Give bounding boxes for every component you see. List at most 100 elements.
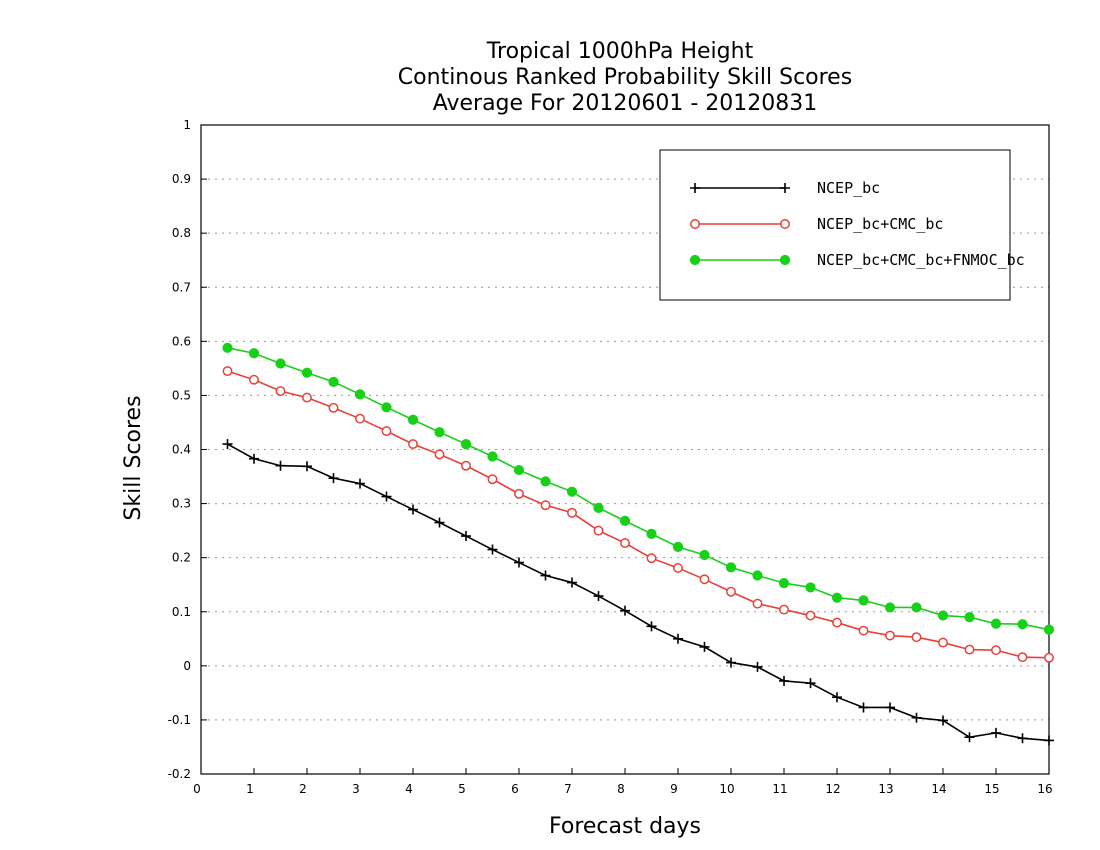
legend-marker [780,219,790,229]
data-point [937,610,949,621]
data-point [566,486,578,497]
data-point [487,451,498,462]
data-point [858,702,869,713]
data-point [1043,624,1055,635]
x-tick-label: 11 [772,782,787,796]
chart-title: Tropical 1000hPa Height Continous Ranked… [398,39,852,116]
data-point [354,389,366,400]
data-point [991,645,1001,656]
x-tick-label: 8 [617,782,625,796]
x-tick-label: 4 [405,782,413,796]
data-point [779,604,789,615]
x-tick-label: 16 [1037,782,1052,796]
data-point [699,641,710,652]
data-point [620,538,630,549]
data-point [832,617,842,628]
x-tick-label: 6 [511,782,519,796]
data-point [646,621,657,632]
data-point [381,426,392,437]
y-axis-label: Skill Scores [121,395,146,520]
y-tick-label: 0.4 [172,443,191,457]
y-tick-label: 0 [183,659,191,673]
data-point [514,488,524,499]
data-point [726,586,736,597]
data-point [593,502,604,514]
data-point [858,625,869,636]
data-point [885,702,895,713]
legend-marker [779,254,791,266]
x-tick-label: 3 [352,782,360,796]
legend-marker [690,183,700,193]
x-tick-label: 1 [246,782,254,796]
data-point [752,570,763,581]
data-point [461,531,471,542]
data-point [1017,733,1028,744]
legend-label: NCEP_bc+CMC_bc+FNMOC_bc [817,251,1025,269]
data-point [593,591,604,602]
data-point [222,366,233,377]
data-point [275,358,286,369]
data-point [884,602,896,613]
x-tick-label: 0 [193,782,201,796]
data-point [248,348,260,359]
data-point [328,402,339,413]
x-axis: 0 1 2 3 4 5 6 7 8 9 10 11 12 13 14 15 16 [193,768,1053,796]
legend-marker [780,183,790,193]
data-point [699,574,710,585]
data-point [407,414,419,425]
data-point [355,413,365,424]
x-tick-label: 12 [825,782,840,796]
data-point [328,376,339,387]
data-point [990,618,1002,629]
data-point [831,592,843,603]
legend-marker [690,219,700,229]
data-point [752,661,763,672]
legend-marker [689,254,701,266]
data-point [673,633,683,644]
series-line [227,347,1050,631]
data-point [964,732,975,743]
x-tick-label: 10 [719,782,734,796]
data-point [328,473,339,484]
data-point [513,464,525,476]
y-tick-label: 0.7 [172,280,191,294]
y-tick-label: 0.3 [172,497,191,511]
data-point [222,342,233,353]
x-tick-label: 9 [670,782,678,796]
y-tick-label: -0.2 [168,767,191,781]
data-point [275,460,286,471]
data-point [540,500,551,511]
data-point [302,392,312,403]
data-point [991,727,1001,738]
data-point [593,525,604,536]
data-point [646,553,657,564]
data-point [673,562,683,573]
series-group [222,342,1055,746]
data-point [726,657,736,668]
y-tick-label: 0.6 [172,334,191,348]
data-point [1017,652,1028,663]
data-point [381,402,392,413]
data-point [725,562,737,573]
grid [201,178,1049,721]
data-point [460,438,472,450]
legend-item: NCEP_bc+CMC_bc+FNMOC_bc [689,251,1025,269]
data-point [301,367,313,378]
title-line-2: Continous Ranked Probability Skill Score… [398,65,852,90]
data-point [434,449,445,460]
data-point [911,602,922,613]
y-tick-label: 1 [183,118,191,132]
title-line-3: Average For 20120601 - 20120831 [433,91,818,116]
x-tick-label: 2 [299,782,307,796]
data-point [249,374,259,385]
series-line [227,443,1050,742]
data-point [540,476,551,487]
x-tick-label: 7 [564,782,572,796]
data-point [567,577,577,588]
data-point [355,478,365,489]
legend-box [659,149,1011,301]
data-point [381,491,392,502]
title-line-1: Tropical 1000hPa Height [486,39,754,64]
legend: NCEP_bc NCEP_bc+CMC_bc NCEP_bc+CMC_bc+FNMO… [659,149,1025,301]
